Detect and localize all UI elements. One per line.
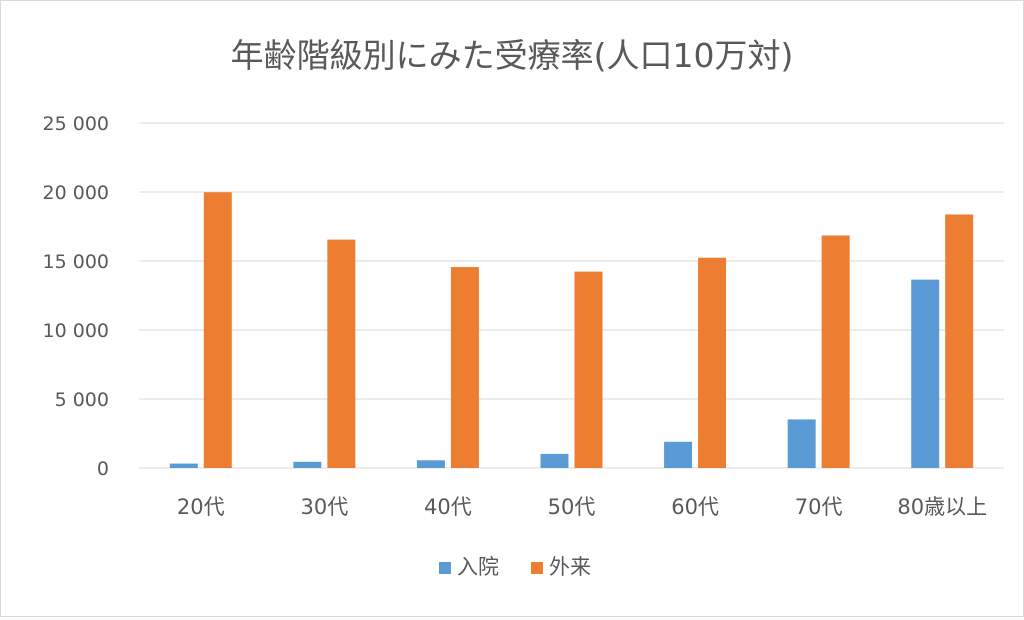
bar-outpatient <box>574 271 603 468</box>
bar-outpatient <box>327 239 356 468</box>
bar-inpatient <box>787 419 816 468</box>
bars <box>169 192 974 468</box>
bar-inpatient <box>540 453 569 468</box>
y-tick-label: 5 000 <box>55 389 109 411</box>
bar-outpatient <box>945 214 974 468</box>
legend-swatch <box>439 562 451 574</box>
y-tick-label: 15 000 <box>43 251 109 273</box>
y-tick-label: 20 000 <box>43 182 109 204</box>
bar-outpatient <box>698 257 727 468</box>
bar-outpatient <box>821 235 850 468</box>
bar-outpatient <box>203 192 232 468</box>
y-tick-label: 0 <box>97 458 109 480</box>
y-tick-label: 10 000 <box>43 320 109 342</box>
bar-outpatient <box>450 267 479 468</box>
x-tick-label: 30代 <box>300 495 348 519</box>
bar-inpatient <box>293 461 322 468</box>
x-tick-label: 80歳以上 <box>897 495 987 519</box>
bar-inpatient <box>664 441 693 468</box>
x-tick-label: 70代 <box>795 495 843 519</box>
x-axis: 20代 30代 40代 50代 60代 70代 80歳以上 <box>177 495 987 519</box>
x-tick-label: 50代 <box>548 495 596 519</box>
bar-inpatient <box>416 460 445 468</box>
legend-swatch <box>531 562 543 574</box>
x-tick-label: 20代 <box>177 495 225 519</box>
legend-label: 入院 <box>457 555 499 579</box>
legend-label: 外来 <box>549 555 591 579</box>
bar-inpatient <box>911 279 940 468</box>
bar-inpatient <box>169 463 198 468</box>
gridlines <box>139 122 1004 469</box>
x-tick-label: 40代 <box>424 495 472 519</box>
chart-title: 年齢階級別にみた受療率(人口10万対) <box>231 36 794 75</box>
x-tick-label: 60代 <box>671 495 719 519</box>
y-axis: 0 5 000 10 000 15 000 20 000 25 000 <box>43 113 109 480</box>
y-tick-label: 25 000 <box>43 113 109 135</box>
legend: 入院 外来 <box>439 555 591 579</box>
